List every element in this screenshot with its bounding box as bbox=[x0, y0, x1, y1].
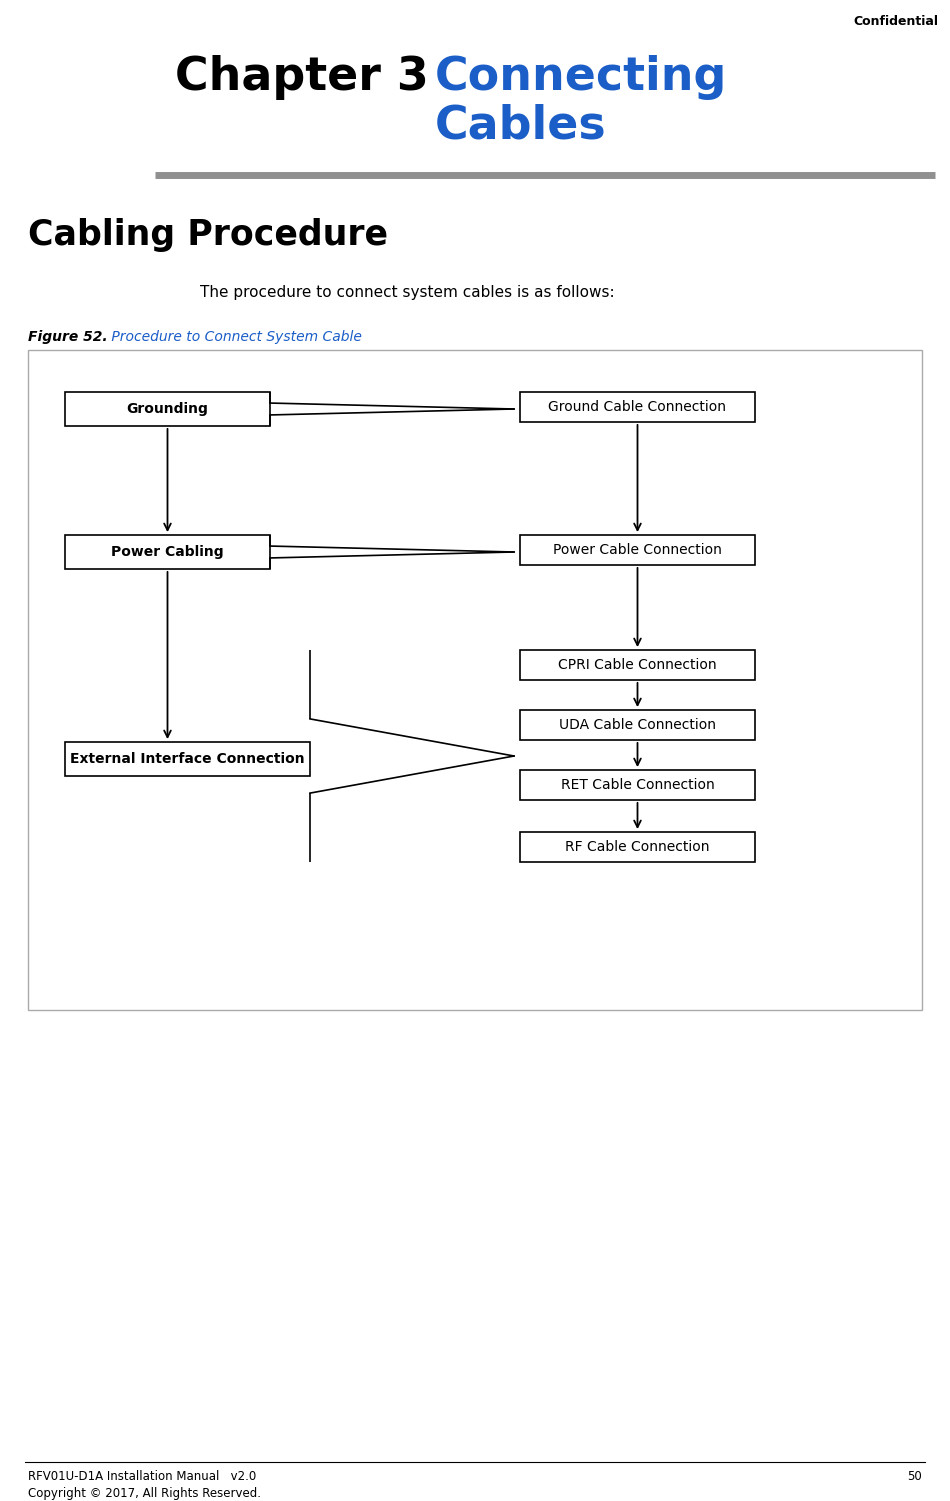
Bar bbox=[65, 741, 310, 776]
Text: Figure 52.: Figure 52. bbox=[28, 330, 107, 344]
Bar bbox=[65, 534, 270, 569]
Text: CPRI Cable Connection: CPRI Cable Connection bbox=[559, 657, 717, 672]
Bar bbox=[520, 650, 755, 680]
Text: Power Cabling: Power Cabling bbox=[111, 545, 224, 558]
Text: 50: 50 bbox=[907, 1469, 922, 1483]
Text: Power Cable Connection: Power Cable Connection bbox=[553, 543, 722, 557]
Text: Confidential: Confidential bbox=[853, 15, 938, 29]
Text: RF Cable Connection: RF Cable Connection bbox=[565, 841, 710, 854]
Text: Chapter 3: Chapter 3 bbox=[175, 56, 428, 101]
Text: Grounding: Grounding bbox=[126, 402, 208, 416]
Bar bbox=[65, 392, 270, 426]
Text: Cabling Procedure: Cabling Procedure bbox=[28, 218, 388, 252]
Bar bbox=[520, 832, 755, 862]
Bar bbox=[520, 710, 755, 740]
Text: Procedure to Connect System Cable: Procedure to Connect System Cable bbox=[107, 330, 362, 344]
Text: RFV01U-D1A Installation Manual   v2.0
Copyright © 2017, All Rights Reserved.: RFV01U-D1A Installation Manual v2.0 Copy… bbox=[28, 1469, 261, 1499]
Text: External Interface Connection: External Interface Connection bbox=[70, 752, 305, 766]
Bar bbox=[28, 350, 922, 1010]
Text: Connecting
Cables: Connecting Cables bbox=[435, 56, 728, 149]
Text: RET Cable Connection: RET Cable Connection bbox=[560, 778, 714, 793]
Bar bbox=[520, 534, 755, 564]
Text: UDA Cable Connection: UDA Cable Connection bbox=[559, 717, 716, 732]
Bar bbox=[520, 392, 755, 422]
Bar bbox=[520, 770, 755, 800]
Text: Ground Cable Connection: Ground Cable Connection bbox=[548, 399, 727, 414]
Text: The procedure to connect system cables is as follows:: The procedure to connect system cables i… bbox=[200, 285, 615, 300]
